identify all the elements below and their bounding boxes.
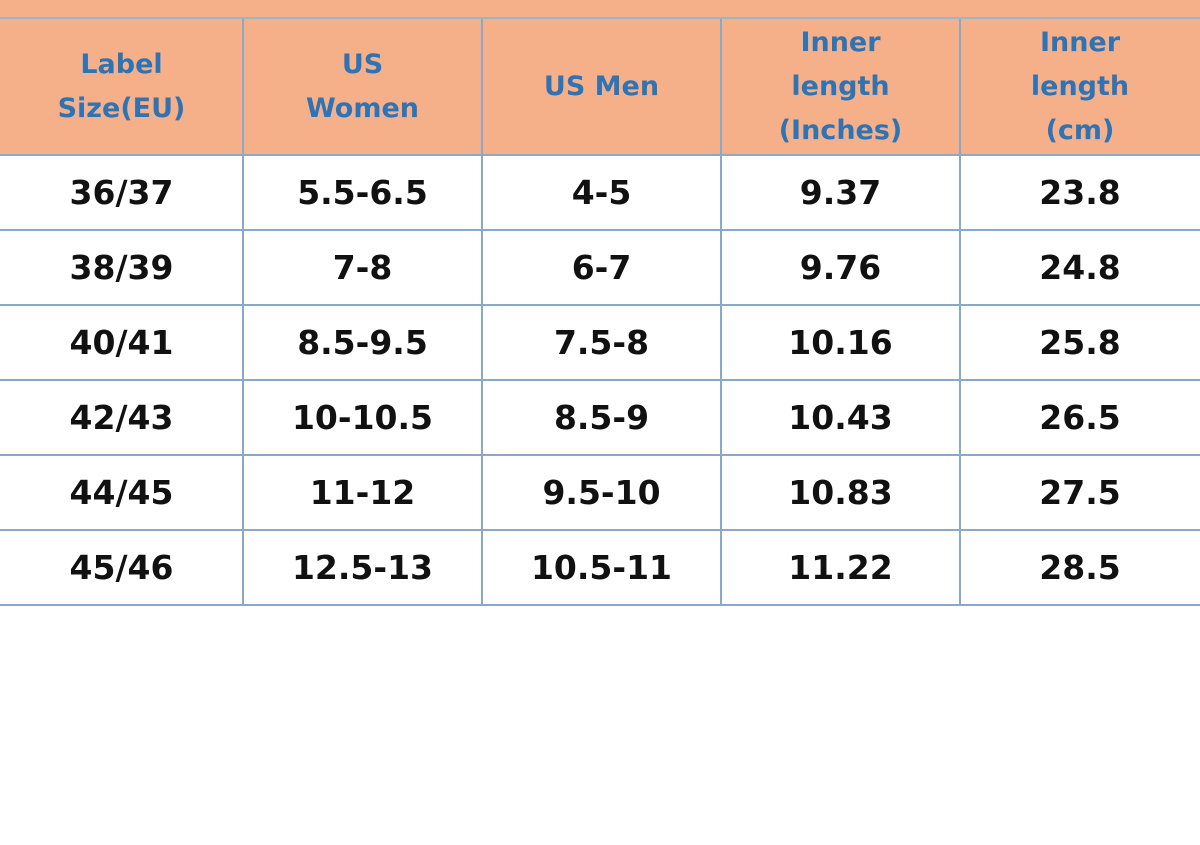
- table-cell: 8.5-9.5: [297, 323, 428, 362]
- table-cell: 10.5-11: [530, 548, 673, 587]
- table-cell: 11-12: [309, 473, 416, 512]
- table-cell: 9.5-10: [542, 473, 661, 512]
- table-cell: 10.16: [788, 323, 893, 362]
- table-cell: 40/41: [69, 323, 174, 362]
- row-border: [0, 154, 1200, 156]
- row-border: [0, 604, 1200, 606]
- table-cell: 38/39: [69, 248, 174, 287]
- table-cell: 10.43: [788, 398, 893, 437]
- column-border: [481, 19, 483, 605]
- table-cell: 9.37: [799, 173, 882, 212]
- table-cell: 44/45: [69, 473, 174, 512]
- row-border: [0, 529, 1200, 531]
- table-cell: 42/43: [69, 398, 174, 437]
- table-cell: 10-10.5: [291, 398, 434, 437]
- table-cell: 10.83: [788, 473, 893, 512]
- table-cell: 5.5-6.5: [297, 173, 428, 212]
- table-cell: 36/37: [69, 173, 174, 212]
- top-band: [0, 0, 1200, 19]
- row-border: [0, 379, 1200, 381]
- table-cell: 26.5: [1039, 398, 1121, 437]
- table-cell: 12.5-13: [291, 548, 434, 587]
- table-cell: 4-5: [571, 173, 632, 212]
- table-cell: 11.22: [788, 548, 893, 587]
- row-border: [0, 304, 1200, 306]
- header-cell: Inner length (cm): [960, 19, 1200, 155]
- table-cell: 6-7: [571, 248, 632, 287]
- header-cell: US Men: [482, 19, 721, 155]
- table-cell: 24.8: [1039, 248, 1121, 287]
- table-cell: 7.5-8: [553, 323, 650, 362]
- column-border: [959, 19, 961, 605]
- table-cell: 9.76: [799, 248, 882, 287]
- column-border: [242, 19, 244, 605]
- table-cell: 23.8: [1039, 173, 1121, 212]
- table-cell: 27.5: [1039, 473, 1121, 512]
- table-cell: 28.5: [1039, 548, 1121, 587]
- table-cell: 45/46: [69, 548, 174, 587]
- header-cell: Label Size(EU): [0, 19, 243, 155]
- table-cell: 8.5-9: [553, 398, 650, 437]
- table-cell: 7-8: [332, 248, 393, 287]
- header-cell: Inner length (Inches): [721, 19, 960, 155]
- table-cell: 25.8: [1039, 323, 1121, 362]
- row-border: [0, 229, 1200, 231]
- row-border: [0, 454, 1200, 456]
- column-border: [720, 19, 722, 605]
- header-cell: US Women: [243, 19, 482, 155]
